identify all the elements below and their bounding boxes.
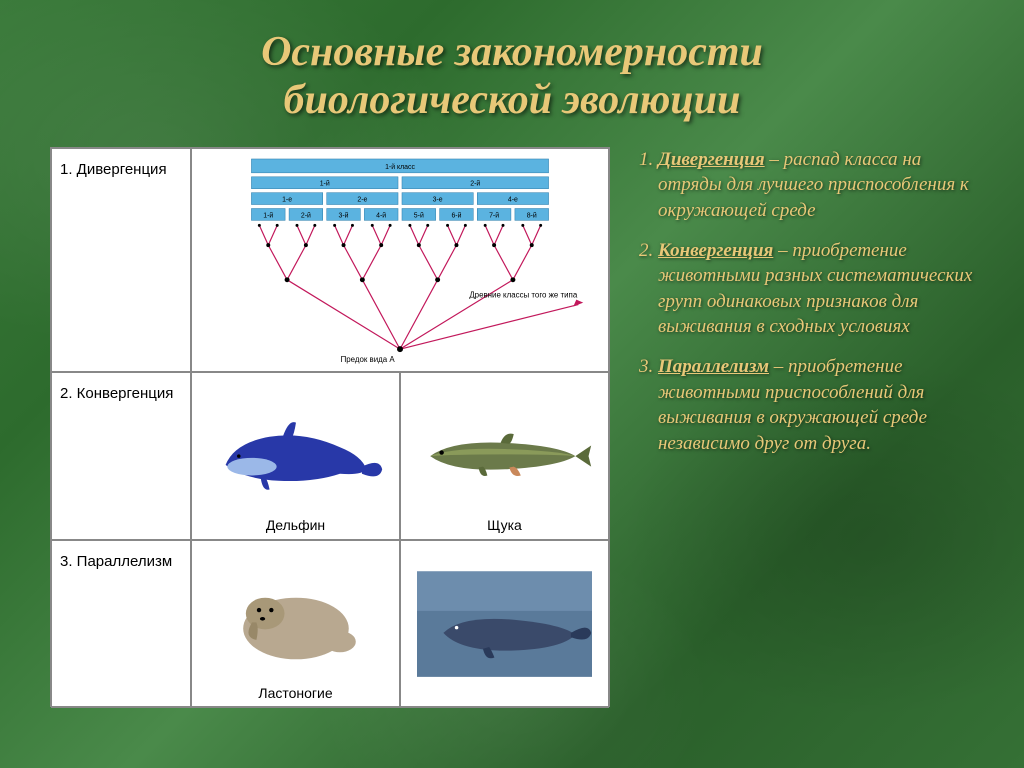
row-1-label: 1. Дивергенция: [51, 148, 191, 372]
divergence-diagram: 1-й класс 1-й 2-й 1-е 2-е 3-е 4-е 1-й 2-…: [191, 148, 609, 372]
svg-text:6-й: 6-й: [451, 211, 461, 219]
term-1: Дивергенция: [658, 149, 765, 170]
pike-caption: Щука: [487, 517, 522, 533]
svg-text:4-й: 4-й: [376, 211, 386, 219]
ancestor-label: Предок вида А: [341, 355, 396, 364]
svg-text:2-й: 2-й: [470, 179, 480, 187]
title-line-2: биологической эволюции: [284, 77, 741, 123]
svg-text:8-й: 8-й: [527, 211, 537, 219]
svg-text:2-е: 2-е: [357, 196, 367, 203]
evolution-table: 1. Дивергенция 1-й класс 1-й 2-й 1-е 2-е…: [50, 147, 610, 707]
svg-text:3-е: 3-е: [433, 196, 443, 203]
svg-text:4-е: 4-е: [508, 196, 518, 203]
term-3: Параллелизм: [658, 356, 769, 377]
seal-icon: [208, 566, 384, 682]
svg-text:2-й: 2-й: [301, 211, 311, 219]
pike-cell: Щука: [400, 372, 609, 540]
whale-caption: Китообразные: [458, 685, 551, 701]
row-3-label: 3. Параллелизм: [51, 540, 191, 708]
seal-cell: Ластоногие: [191, 540, 400, 708]
svg-text:1-е: 1-е: [282, 196, 292, 203]
pike-icon: [417, 398, 593, 514]
slide-title: Основные закономерности биологической эв…: [50, 28, 974, 125]
svg-text:1-й: 1-й: [320, 179, 330, 187]
row-2-label: 2. Конвергенция: [51, 372, 191, 540]
definition-2: Конвергенция – приобретение животными ра…: [658, 238, 974, 341]
divergence-tree-svg: 1-й класс 1-й 2-й 1-е 2-е 3-е 4-е 1-й 2-…: [192, 149, 608, 371]
term-2: Конвергенция: [658, 240, 773, 261]
tax-top: 1-й класс: [385, 162, 415, 170]
svg-text:7-й: 7-й: [489, 211, 499, 219]
definition-3: Параллелизм – приобретение животными при…: [658, 354, 974, 457]
definitions-list: Дивергенция – распад класса на отряды дл…: [632, 147, 974, 707]
title-line-1: Основные закономерности: [261, 29, 763, 75]
dolphin-caption: Дельфин: [266, 517, 325, 533]
tax-row-4: 1-й 2-й 3-й 4-й 5-й 6-й 7-й 8-й: [251, 208, 548, 220]
svg-text:1-й: 1-й: [263, 211, 273, 219]
dolphin-cell: Дельфин: [191, 372, 400, 540]
whale-cell: Китообразные: [400, 540, 609, 708]
definition-1: Дивергенция – распад класса на отряды дл…: [658, 147, 974, 224]
seal-caption: Ластоногие: [258, 685, 332, 701]
svg-text:5-й: 5-й: [414, 211, 424, 219]
whale-icon: [417, 566, 593, 682]
svg-text:3-й: 3-й: [339, 211, 349, 219]
ancient-classes-label: Древние классы того же типа: [469, 290, 578, 299]
dolphin-icon: [208, 398, 384, 514]
